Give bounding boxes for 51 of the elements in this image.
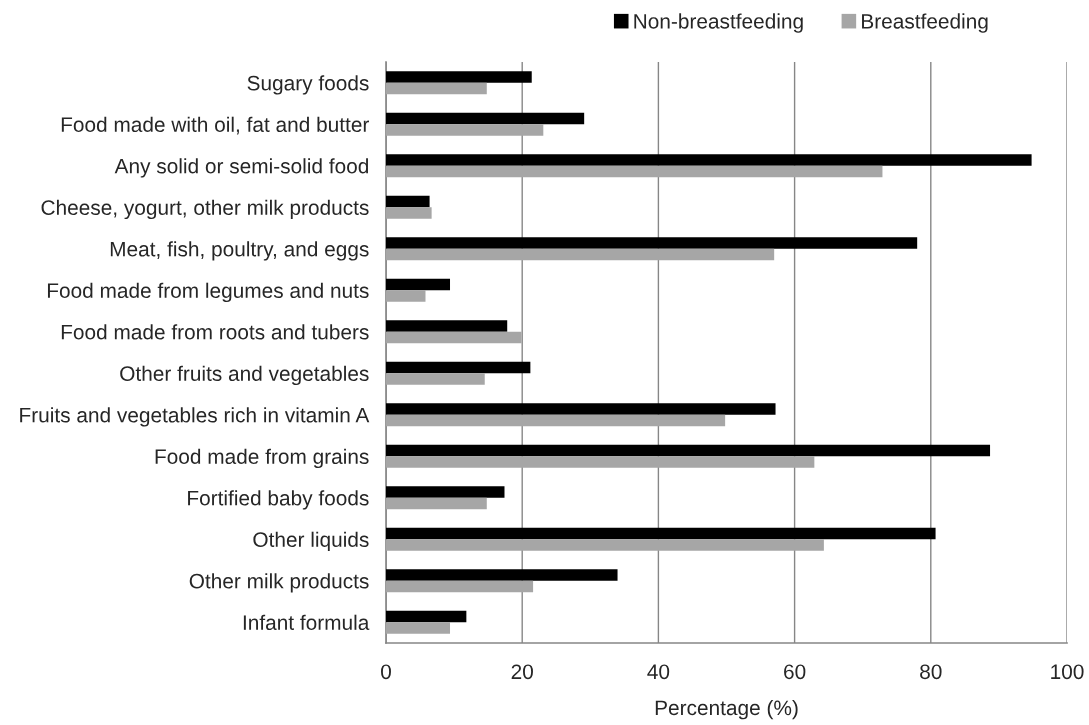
bar xyxy=(386,124,544,136)
legend-label: Breastfeeding xyxy=(862,13,988,33)
bar xyxy=(386,82,487,95)
bar xyxy=(386,71,532,83)
bar xyxy=(386,622,451,634)
bar xyxy=(386,278,451,291)
y-tick-label: Any solid or semi-solid food xyxy=(114,158,368,178)
x-tick-label: 100 xyxy=(1051,664,1084,680)
x-tick-label: 20 xyxy=(511,664,533,680)
bar xyxy=(386,456,815,468)
bar xyxy=(386,497,487,510)
bar xyxy=(386,610,467,623)
y-tick-label: Food made from grains xyxy=(155,448,369,469)
bar xyxy=(386,527,936,540)
bar xyxy=(386,290,426,302)
bar xyxy=(386,580,534,593)
x-tick-label: 60 xyxy=(784,664,806,680)
y-tick-label: Food made with oil, fat and butter xyxy=(61,116,370,135)
y-tick-label: Other fruits and vegetables xyxy=(120,365,369,386)
y-tick-label: Fruits and vegetables rich in vitamin A xyxy=(20,407,370,427)
y-tick-label: Cheese, yogurt, other milk products xyxy=(41,199,369,220)
bar xyxy=(386,539,824,551)
bar xyxy=(386,237,918,249)
bar xyxy=(386,165,883,178)
legend-label: Non-breastfeeding xyxy=(634,13,803,33)
bar xyxy=(386,154,1032,166)
y-tick-label: Sugary foods xyxy=(247,75,369,95)
x-axis-title: Percentage (%) xyxy=(655,699,798,720)
x-tick-label: 80 xyxy=(920,664,942,680)
y-tick-label: Fortified baby foods xyxy=(188,490,369,510)
y-tick-label: Other liquids xyxy=(253,531,369,552)
bar xyxy=(386,569,618,581)
bar xyxy=(386,331,522,344)
y-tick-label: Meat, fish, poultry, and eggs xyxy=(110,241,369,261)
bar xyxy=(386,320,508,332)
bar xyxy=(386,486,505,498)
x-tick-label: 40 xyxy=(647,664,670,680)
bar xyxy=(386,207,432,219)
y-tick-label: Food made from legumes and nuts xyxy=(47,282,369,303)
bar xyxy=(386,414,726,427)
y-tick-label: Infant formula xyxy=(243,614,370,630)
bar xyxy=(386,112,585,125)
y-tick-label: Food made from roots and tubers xyxy=(61,324,369,340)
bar xyxy=(386,444,991,457)
bar xyxy=(386,248,775,261)
bar xyxy=(386,361,531,374)
bar xyxy=(386,403,776,415)
bar xyxy=(386,373,485,385)
y-tick-label: Other milk products xyxy=(189,573,369,593)
bar xyxy=(386,195,430,208)
x-tick-label: 0 xyxy=(381,664,391,680)
